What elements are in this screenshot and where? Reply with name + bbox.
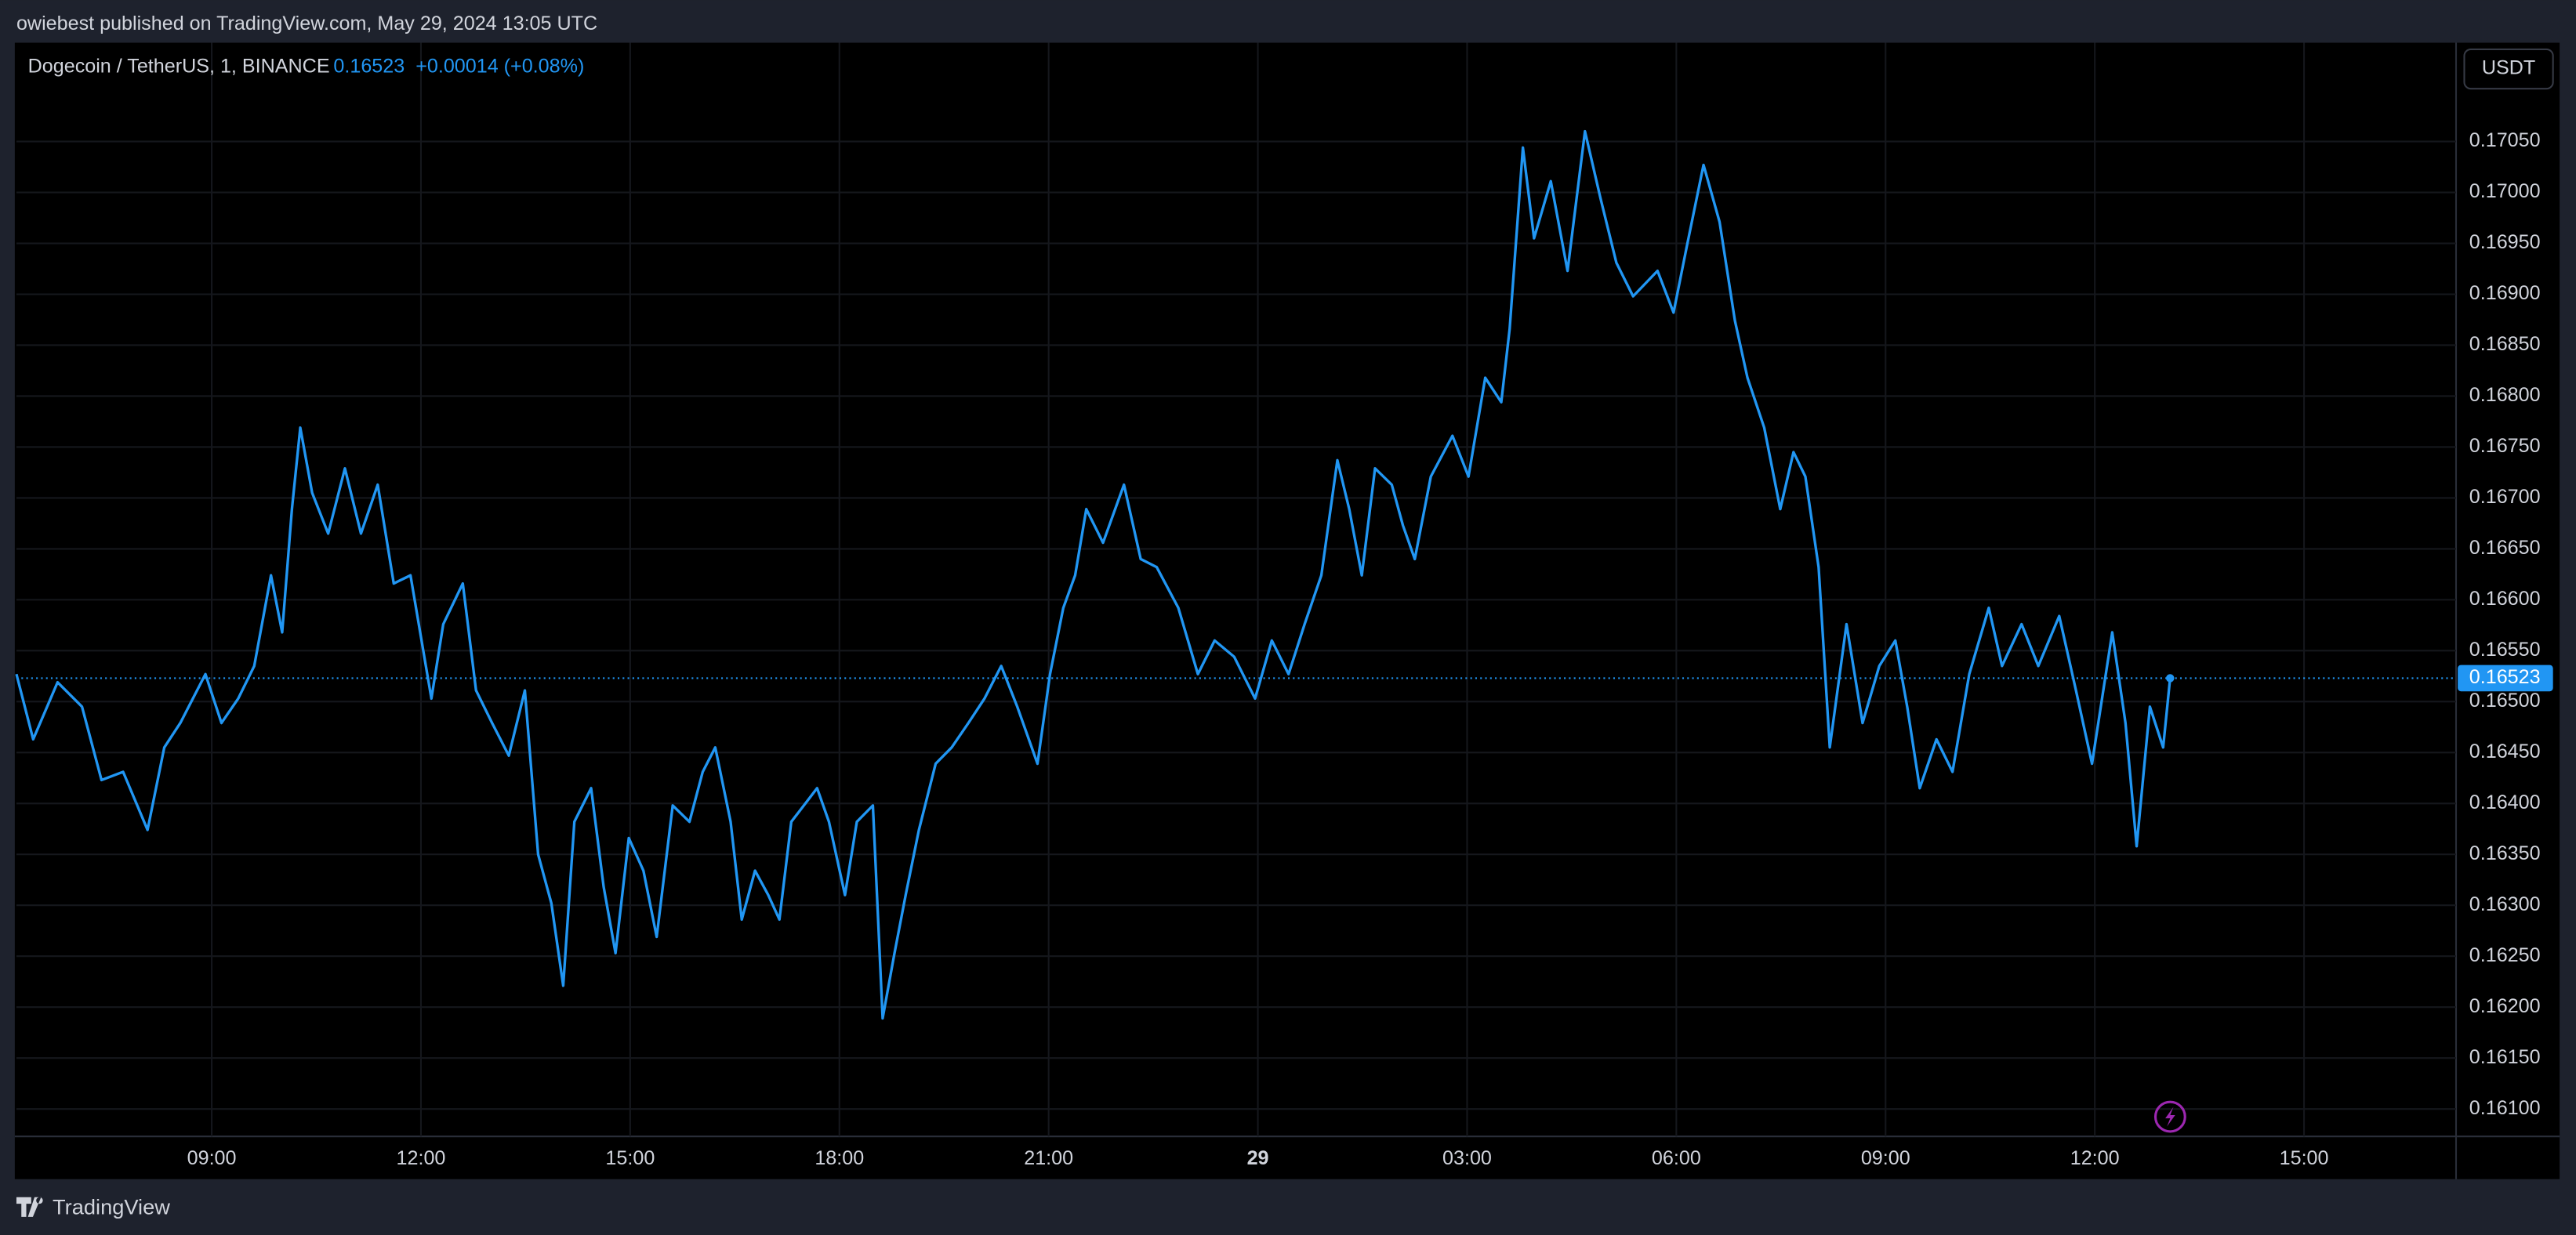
publish-header: owiebest published on TradingView.com, M… (16, 13, 597, 34)
y-tick-label: 0.16100 (2469, 1097, 2541, 1119)
currency-button[interactable] (2463, 48, 2554, 90)
last-point (2166, 674, 2175, 683)
last-price-label: 0.16523 (2469, 666, 2541, 688)
x-tick-label: 29 (1247, 1147, 1269, 1169)
y-tick-label: 0.16300 (2469, 893, 2541, 915)
y-tick-label: 0.16350 (2469, 842, 2541, 864)
x-tick-label: 21:00 (1024, 1147, 1073, 1169)
legend-price: 0.16523 (333, 56, 405, 78)
y-tick-label: 0.16700 (2469, 486, 2541, 508)
y-tick-label: 0.16850 (2469, 333, 2541, 355)
x-tick-label: 12:00 (2070, 1147, 2120, 1169)
y-tick-label: 0.16950 (2469, 231, 2541, 253)
y-tick-label: 0.16550 (2469, 639, 2541, 661)
lightning-bolt (2165, 1106, 2175, 1127)
y-tick-label: 0.16750 (2469, 435, 2541, 457)
x-tick-label: 12:00 (397, 1147, 446, 1169)
y-tick-label: 0.16200 (2469, 995, 2541, 1017)
y-tick-label: 0.17050 (2469, 129, 2541, 151)
price-line (15, 129, 2171, 1020)
y-tick-label: 0.16500 (2469, 690, 2541, 712)
legend-change: +0.00014 (+0.08%) (415, 56, 584, 78)
y-tick-label: 0.16150 (2469, 1046, 2541, 1068)
plot (15, 129, 2457, 1020)
symbol-title: Dogecoin / TetherUS, 1, BINANCE (28, 56, 330, 78)
y-tick-label: 0.16900 (2469, 282, 2541, 304)
x-tick-label: 09:00 (1861, 1147, 1910, 1169)
x-tick-label: 09:00 (187, 1147, 237, 1169)
currency-label[interactable]: USDT (2482, 57, 2535, 79)
last-price-badge (2458, 665, 2553, 692)
y-tick-label: 0.16800 (2469, 384, 2541, 406)
y-tick-label: 0.16600 (2469, 588, 2541, 610)
y-tick-label: 0.16250 (2469, 944, 2541, 966)
y-tick-label: 0.16400 (2469, 791, 2541, 813)
tv-logo (16, 1197, 43, 1217)
y-tick-label: 0.16650 (2469, 537, 2541, 559)
x-tick-label: 18:00 (815, 1147, 864, 1169)
brand: TradingView (53, 1195, 170, 1219)
lightning-icon[interactable] (2153, 1100, 2186, 1133)
y-tick-label: 0.16450 (2469, 741, 2541, 762)
grid (16, 42, 2457, 1137)
x-tick-label: 06:00 (1652, 1147, 1701, 1169)
y-tick-label: 0.17000 (2469, 180, 2541, 202)
x-tick-label: 03:00 (1442, 1147, 1492, 1169)
x-tick-label: 15:00 (605, 1147, 655, 1169)
x-tick-label: 15:00 (2280, 1147, 2329, 1169)
chart-panel (14, 42, 2560, 1179)
